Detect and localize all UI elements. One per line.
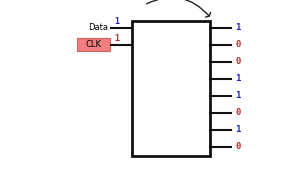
Text: 1: 1 — [236, 125, 241, 134]
Text: 1: 1 — [114, 34, 119, 43]
FancyBboxPatch shape — [76, 38, 110, 51]
Text: 1: 1 — [114, 17, 119, 27]
Text: 0: 0 — [236, 57, 241, 66]
Text: 1: 1 — [236, 23, 241, 32]
Text: Data: Data — [88, 23, 108, 32]
Text: 1: 1 — [236, 91, 241, 100]
Bar — [132, 21, 210, 156]
Text: 0: 0 — [236, 142, 241, 151]
Text: 0: 0 — [236, 108, 241, 117]
Text: 0: 0 — [236, 40, 241, 49]
Text: CLK: CLK — [85, 40, 101, 49]
Text: 1: 1 — [236, 74, 241, 83]
